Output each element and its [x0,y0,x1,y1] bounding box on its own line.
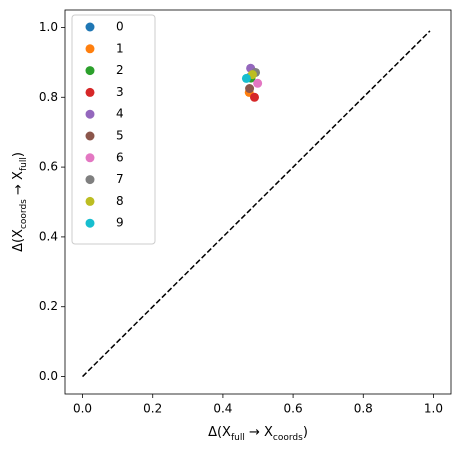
y-tick-label: 0.6 [39,160,58,174]
legend-marker [85,44,95,54]
ylabel-part: → X [11,171,26,199]
y-tick-label: 1.0 [39,20,58,34]
legend-label: 5 [116,129,124,143]
legend-label: 7 [116,172,124,186]
x-tick-label: 1.0 [424,402,443,416]
point [241,73,251,83]
point [253,78,263,88]
diagonal-line [82,30,431,378]
y-tick-label: 0.0 [39,369,58,383]
legend-box [71,14,156,245]
legend-marker [85,175,95,185]
xlabel-part: → X [245,425,273,440]
legend-marker [85,87,95,97]
legend-label: 0 [116,20,124,34]
legend-marker [85,109,95,119]
ylabel-part: coords [19,199,29,229]
y-tick-label: 0.8 [39,90,58,104]
x-tick-label: 0.6 [284,402,303,416]
ylabel-part: full [19,157,29,171]
legend-marker [85,196,95,206]
plot-frame [64,9,452,395]
y-tick-label: 0.4 [39,229,58,243]
legend-marker [85,66,95,76]
legend-marker [85,218,95,228]
x-tick-label: 0.0 [73,402,92,416]
x-tick-label: 0.2 [143,402,162,416]
legend-label: 9 [116,216,124,230]
legend-label: 4 [116,107,124,121]
legend-label: 6 [116,150,124,164]
legend-marker [85,22,95,32]
legend-label: 2 [116,63,124,77]
xlabel-part: coords [273,433,303,443]
xlabel-part: ) [303,425,308,440]
xlabel: Δ(Xfull → Xcoords) [208,425,308,443]
x-tick-label: 0.4 [213,402,232,416]
xlabel-part: full [231,433,245,443]
ylabel-part: ) [11,152,26,157]
point [249,92,259,102]
legend-label: 3 [116,85,124,99]
ylabel: Δ(Xcoords → Xfull) [11,152,29,252]
xlabel-part: Δ(X [208,425,231,440]
y-tick-label: 0.2 [39,299,58,313]
legend-marker [85,153,95,163]
legend-marker [85,131,95,141]
x-tick-label: 0.8 [354,402,373,416]
ylabel-part: Δ(X [11,229,26,252]
point [245,84,255,94]
legend-label: 1 [116,41,124,55]
legend-label: 8 [116,194,124,208]
